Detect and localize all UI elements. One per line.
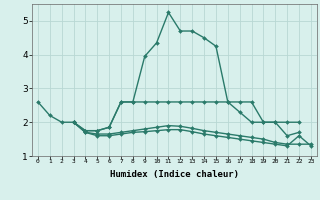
X-axis label: Humidex (Indice chaleur): Humidex (Indice chaleur) bbox=[110, 170, 239, 179]
